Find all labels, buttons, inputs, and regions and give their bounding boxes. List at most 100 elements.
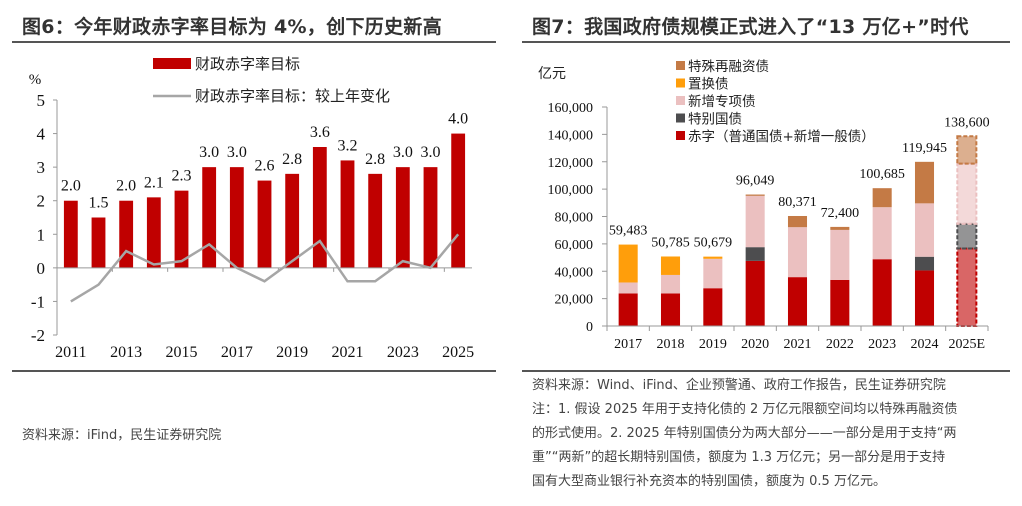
segment-2020 bbox=[745, 194, 765, 196]
bar-value-label: 3.2 bbox=[338, 137, 358, 154]
segment-2020 bbox=[745, 247, 765, 261]
x-tick-label: 2017 bbox=[614, 337, 642, 352]
segment-2021 bbox=[787, 227, 808, 278]
left-panel-title: 图6：今年财政赤字率目标为 4%，创下历史新高 bbox=[22, 16, 442, 38]
left-bottom-rule bbox=[12, 370, 496, 372]
bar-2024 bbox=[423, 167, 438, 268]
y-tick-label: 80,000 bbox=[555, 211, 594, 226]
total-label: 59,483 bbox=[609, 224, 648, 239]
legend-swatch bbox=[676, 131, 685, 140]
bar-2019 bbox=[285, 173, 300, 268]
segment-2017 bbox=[618, 293, 638, 326]
y-tick-label: 40,000 bbox=[555, 265, 594, 280]
y-tick-label: -1 bbox=[31, 292, 45, 311]
x-tick-label: 2025 bbox=[442, 344, 474, 361]
bar-2018 bbox=[257, 180, 272, 268]
bar-value-label: 1.5 bbox=[89, 195, 109, 212]
right-panel-title: 图7：我国政府债规模正式进入了“13 万亿+”时代 bbox=[532, 16, 969, 38]
bar-2025 bbox=[451, 133, 466, 268]
y-tick-label: 1 bbox=[37, 225, 46, 244]
legend-label: 赤字（普通国债+新增一般债） bbox=[688, 129, 875, 145]
note-line: 重”“两新”的超长期特别国债，额度为 1.3 万亿元；另一部分是用于支持 bbox=[532, 450, 946, 465]
total-label: 50,679 bbox=[694, 236, 733, 251]
bar-2022 bbox=[368, 173, 383, 268]
x-tick-label: 2023 bbox=[387, 344, 419, 361]
y-tick-label: 140,000 bbox=[548, 128, 594, 143]
legend-label: 特别国债 bbox=[688, 112, 742, 128]
segment-2018 bbox=[660, 274, 681, 294]
segment-2024 bbox=[914, 270, 935, 326]
deficit-rate-chart: -2 -1 0 1 2 3 4 5% 2.0 1.5 2.0 2.1 2.3 3.0 3.0 2.6 2.8 3.… bbox=[29, 55, 474, 361]
left-title-rule bbox=[12, 41, 496, 43]
x-tick-label: 2011 bbox=[55, 344, 86, 361]
bar-value-label: 3.0 bbox=[421, 144, 441, 161]
bar-value-label: 2.0 bbox=[116, 178, 136, 195]
legend-label: 置换债 bbox=[688, 77, 729, 93]
note-line: 国有大型商业银行补充资本的特别国债，额度为 0.5 万亿元。 bbox=[532, 474, 886, 489]
x-tick-label: 2023 bbox=[868, 337, 896, 352]
legend-swatch bbox=[676, 113, 685, 123]
right-bottom-rule bbox=[522, 370, 1010, 372]
note-line: 注：1. 假设 2025 年用于支持化债的 2 万亿元限额空间均以特殊再融资债 bbox=[532, 402, 958, 417]
x-tick-label: 2022 bbox=[826, 337, 854, 352]
y-tick-label: 0 bbox=[37, 259, 46, 278]
x-tick-label: 2024 bbox=[911, 337, 939, 352]
segment-2020 bbox=[745, 195, 765, 248]
total-label: 50,785 bbox=[651, 235, 690, 250]
y-tick-label: 160,000 bbox=[548, 101, 594, 116]
segment-2024 bbox=[914, 161, 935, 204]
x-tick-label: 2018 bbox=[657, 337, 685, 352]
bar-2013 bbox=[119, 200, 134, 268]
segment-2021 bbox=[787, 215, 808, 228]
y-axis-unit: 亿元 bbox=[538, 66, 566, 82]
segment-2017 bbox=[618, 244, 638, 283]
bar-2011 bbox=[63, 200, 78, 268]
bar-value-label: 3.0 bbox=[393, 144, 413, 161]
total-label: 72,400 bbox=[821, 206, 860, 221]
segment-2023 bbox=[872, 188, 892, 208]
y-tick-label: -2 bbox=[31, 326, 45, 345]
segment-2017 bbox=[618, 282, 638, 294]
bar-value-label: 2.0 bbox=[61, 178, 81, 195]
segment-2022 bbox=[830, 229, 850, 280]
bar-2023 bbox=[395, 167, 410, 268]
x-tick-label: 2021 bbox=[332, 344, 364, 361]
segment-2024 bbox=[914, 256, 935, 271]
bar-value-label: 2.3 bbox=[172, 168, 192, 185]
segment-2025E bbox=[956, 222, 978, 250]
y-tick-label: 120,000 bbox=[548, 156, 594, 171]
segment-2019 bbox=[703, 258, 723, 289]
bar-2017 bbox=[229, 167, 244, 268]
y-tick-label: 5 bbox=[37, 91, 46, 110]
segment-2023 bbox=[872, 207, 892, 260]
bar-value-label: 2.8 bbox=[282, 151, 302, 168]
bar-value-label: 2.6 bbox=[255, 158, 275, 175]
legend-label: 新增专项债 bbox=[688, 94, 756, 110]
segment-2024 bbox=[914, 203, 935, 257]
legend-swatch bbox=[676, 61, 685, 70]
y-tick-label: 100,000 bbox=[548, 183, 594, 198]
bar-2012 bbox=[91, 217, 106, 268]
right-title-rule bbox=[522, 41, 1010, 43]
bar-value-label: 2.1 bbox=[144, 174, 164, 191]
segment-2022 bbox=[830, 226, 850, 230]
left-source-note: 资料来源：iFind，民生证券研究院 bbox=[22, 428, 222, 443]
x-tick-label: 2017 bbox=[221, 344, 253, 361]
y-tick-label: 20,000 bbox=[555, 293, 594, 308]
legend-label-bar: 财政赤字率目标 bbox=[195, 55, 300, 73]
bar-value-label: 3.6 bbox=[310, 124, 330, 141]
x-tick-label: 2020 bbox=[741, 337, 769, 352]
total-label: 80,371 bbox=[778, 195, 817, 210]
legend-swatch bbox=[676, 96, 685, 105]
segment-2019 bbox=[703, 288, 723, 326]
y-tick-label: 2 bbox=[37, 192, 46, 211]
bar-2014 bbox=[146, 197, 161, 268]
bar-2016 bbox=[202, 167, 217, 268]
segment-2025E bbox=[956, 247, 978, 327]
total-label: 100,685 bbox=[859, 167, 905, 182]
segment-2020 bbox=[745, 260, 765, 326]
segment-2021 bbox=[787, 277, 808, 326]
legend-label-line: 财政赤字率目标：较上年变化 bbox=[195, 87, 390, 105]
bar-value-label: 3.0 bbox=[227, 144, 247, 161]
x-tick-label: 2019 bbox=[276, 344, 308, 361]
